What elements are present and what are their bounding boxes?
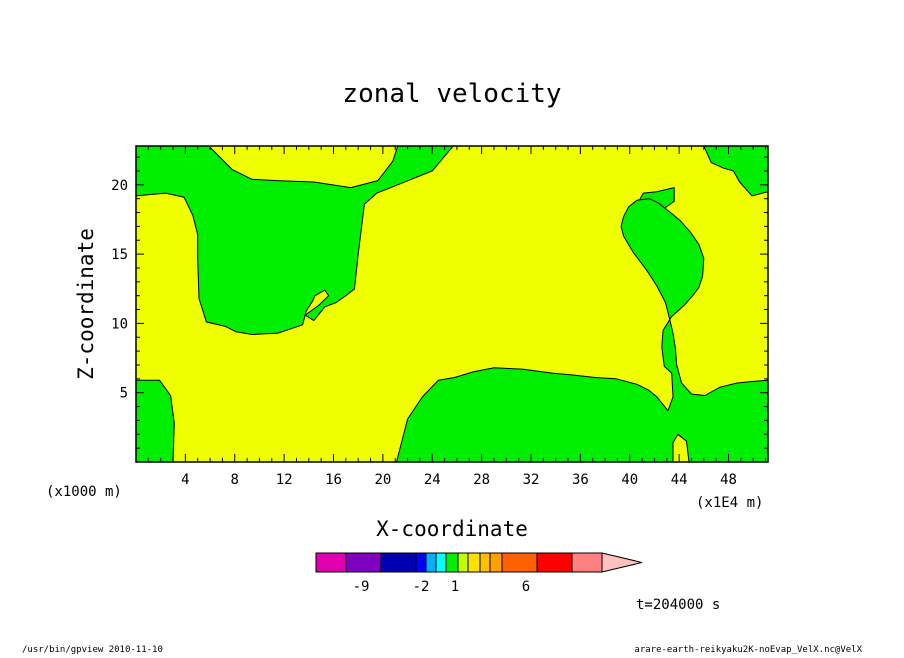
- x-axis-label: X-coordinate: [376, 517, 528, 541]
- x-tick-label: 28: [473, 472, 490, 488]
- colorbar-label: -2: [413, 579, 430, 595]
- x-tick-label: 48: [720, 472, 737, 488]
- y-tick-label: 10: [111, 316, 128, 332]
- colorbar: [315, 552, 643, 573]
- colorbar-swatch: [571, 552, 603, 573]
- footer-left: /usr/bin/gpview 2010-11-10: [22, 645, 163, 654]
- colorbar-swatch: [457, 552, 469, 573]
- y-axis-label: Z-coordinate: [74, 228, 98, 380]
- colorbar-swatch: [536, 552, 573, 573]
- x-tick-label: 16: [325, 472, 342, 488]
- contour-fill-regions: [136, 146, 768, 462]
- colorbar-swatch: [501, 552, 538, 573]
- chart-title: zonal velocity: [342, 79, 561, 109]
- region-right-tongue: [396, 198, 768, 462]
- colorbar-swatch: [415, 552, 427, 573]
- x-tick-label: 12: [276, 472, 293, 488]
- region-top-right-corner: [703, 146, 768, 197]
- colorbar-swatch: [425, 552, 437, 573]
- x-tick-label: 4: [181, 472, 189, 488]
- y-tick-label: 15: [111, 247, 128, 263]
- region-far-left: [136, 379, 175, 462]
- footer-right: arare-earth-reikyaku2K-noEvap_VelX.nc@Ve…: [634, 645, 862, 654]
- region-upper-left: [136, 146, 454, 335]
- colorbar-label: 6: [522, 579, 530, 595]
- colorbar-swatch: [479, 552, 491, 573]
- colorbar-swatch: [435, 552, 447, 573]
- y-unit-label: (x1000 m): [46, 484, 122, 500]
- colorbar-label: 1: [451, 579, 459, 595]
- time-label: t=204000 s: [636, 597, 720, 613]
- colorbar-arrow: [601, 552, 643, 573]
- y-tick-label: 20: [111, 178, 128, 194]
- y-tick-label: 5: [120, 386, 128, 402]
- x-unit-label: (x1E4 m): [696, 495, 763, 511]
- x-tick-label: 36: [572, 472, 589, 488]
- colorbar-labels: -9 -2 1 6: [353, 579, 531, 595]
- colorbar-swatch: [445, 552, 459, 573]
- colorbar-label: -9: [353, 579, 370, 595]
- x-tick-label: 44: [671, 472, 688, 488]
- x-tick-label: 24: [424, 472, 441, 488]
- plot-frame: [135, 145, 769, 463]
- x-tick-label: 8: [231, 472, 239, 488]
- x-axis-ticks: 4 8 12 16 20 24 28 32 36 40 44 48: [147, 146, 767, 488]
- colorbar-swatch: [467, 552, 481, 573]
- colorbar-swatch: [380, 552, 417, 573]
- colorbar-swatch: [345, 552, 382, 573]
- x-tick-label: 32: [523, 472, 540, 488]
- colorbar-swatch: [489, 552, 503, 573]
- x-tick-label: 40: [621, 472, 638, 488]
- colorbar-swatch: [315, 552, 347, 573]
- y-axis-ticks: 5 10 15 20: [111, 156, 768, 449]
- x-tick-label: 20: [374, 472, 391, 488]
